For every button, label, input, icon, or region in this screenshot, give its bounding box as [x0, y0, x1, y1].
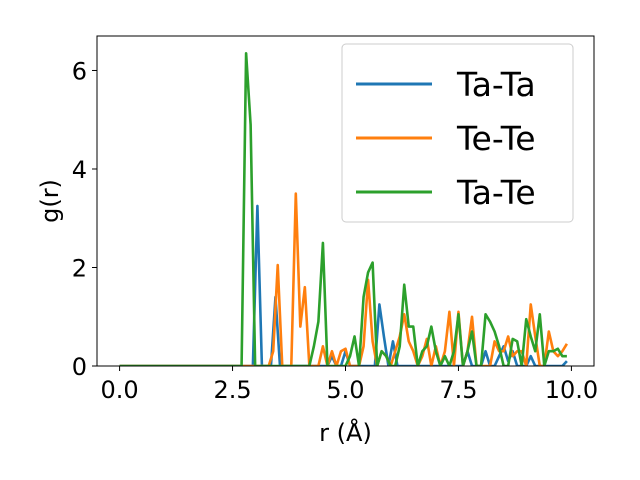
y-axis-label: g(r): [36, 179, 64, 223]
x-tick-label: 0.0: [101, 376, 139, 404]
legend: Ta-Ta Te-Te Ta-Te: [341, 43, 574, 223]
x-tick-label: 2.5: [213, 376, 251, 404]
y-tick-label: 0: [72, 353, 87, 381]
y-tick-label: 2: [72, 254, 87, 282]
x-tick-label: 5.0: [326, 376, 364, 404]
legend-box: [341, 43, 574, 223]
y-tick-label: 6: [72, 57, 87, 85]
legend-label-ta-ta: Ta-Ta: [456, 65, 536, 104]
plot-area: [119, 51, 568, 366]
axis-ticks: 0.0 2.5 5.0 7.5 10.0 0 2 4 6: [72, 57, 598, 404]
x-axis-label: r (Å): [319, 418, 372, 447]
series-line-te-te: [119, 192, 568, 366]
y-tick-label: 4: [72, 156, 87, 184]
x-tick-label: 7.5: [439, 376, 477, 404]
legend-label-ta-te: Ta-Te: [456, 173, 536, 212]
axes-frame: [96, 35, 595, 367]
series-line-ta-te: [119, 51, 567, 366]
x-tick-label: 10.0: [545, 376, 598, 404]
legend-label-te-te: Te-Te: [456, 119, 536, 158]
